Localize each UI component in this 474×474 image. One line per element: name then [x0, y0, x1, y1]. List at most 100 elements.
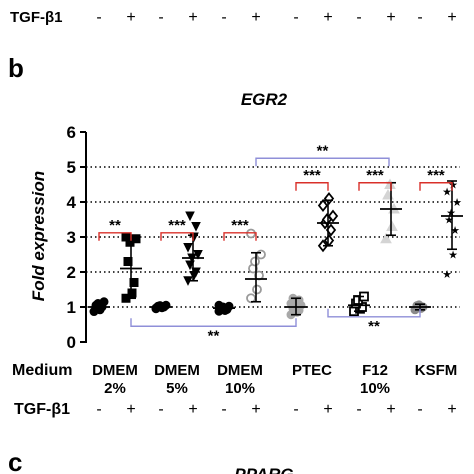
data-point [323, 192, 335, 205]
treatment-row: TGF-β1 - + - + - + - + - + - + [14, 401, 457, 418]
medium-label: DMEM [154, 362, 200, 379]
data-point [99, 297, 109, 307]
data-point [185, 211, 195, 222]
y-tick-label: 5 [67, 158, 76, 177]
data-point [123, 257, 133, 266]
treatment-sign: - [221, 9, 226, 26]
data-point [121, 232, 131, 242]
treatment-sign: + [447, 9, 456, 26]
treatment-sign: + [251, 401, 260, 418]
data-point: ★ [446, 208, 456, 220]
significance-bracket [130, 318, 297, 327]
significance-bracket [160, 232, 194, 241]
medium-label: 10% [225, 380, 255, 397]
significance-label: ** [317, 142, 329, 159]
chart-title: EGR2 [241, 90, 288, 109]
y-tick-label: 3 [67, 228, 76, 247]
treatment-sign: - [417, 9, 422, 26]
significance-label: *** [366, 167, 384, 184]
y-tick-label: 1 [67, 298, 76, 317]
significance-label: ** [208, 327, 220, 344]
data-point [256, 249, 266, 260]
data-point: ★ [450, 225, 460, 237]
panel-label-b: b [8, 53, 24, 83]
data-point [193, 250, 203, 260]
treatment-row-label: TGF-β1 [14, 401, 70, 418]
data-point [317, 199, 329, 212]
treatment-sign: - [417, 401, 422, 418]
data-point [384, 178, 396, 189]
medium-label: KSFM [415, 362, 458, 379]
significance-bracket [295, 182, 329, 191]
data-point [224, 301, 234, 311]
medium-label: F12 [362, 362, 388, 379]
data-point: ★ [452, 197, 462, 209]
data-point: ★ [444, 215, 454, 227]
data-point [191, 267, 201, 278]
treatment-sign: - [356, 401, 361, 418]
next-panel-title: PPARG [234, 465, 293, 474]
data-point [252, 284, 262, 295]
treatment-sign: + [126, 9, 135, 26]
medium-label: 2% [104, 380, 126, 397]
treatment-sign: + [251, 9, 260, 26]
y-axis-label: Fold expression [29, 171, 48, 301]
medium-label: 10% [360, 380, 390, 397]
medium-label: PTEC [292, 362, 332, 379]
data-point [191, 222, 201, 232]
treatment-sign: + [188, 9, 197, 26]
significance-label: *** [303, 167, 321, 184]
data-point [127, 288, 137, 298]
data-point [189, 232, 199, 243]
medium-label: 5% [166, 380, 188, 397]
x-axis-title: Medium [12, 362, 72, 379]
data-point [129, 278, 139, 287]
top-row-label: TGF-β1 [10, 9, 63, 26]
significance-label: *** [168, 217, 186, 234]
treatment-sign: - [356, 9, 361, 26]
data-point [250, 256, 260, 267]
data-point [183, 243, 193, 253]
significance-label: ** [109, 217, 121, 234]
treatment-sign: + [447, 401, 456, 418]
data-point: ★ [448, 180, 458, 192]
panel-label-c: c [8, 447, 22, 474]
data-point [327, 209, 339, 223]
significance-bracket [255, 157, 390, 167]
significance-bracket [98, 232, 132, 241]
previous-panel-treatment-row: TGF-β1 - + - + - + - + - + - + [10, 9, 457, 26]
treatment-sign: - [221, 401, 226, 418]
data-point [380, 232, 392, 244]
treatment-sign: - [158, 401, 163, 418]
significance-bracket [327, 308, 421, 318]
y-tick-label: 4 [67, 193, 77, 212]
treatment-sign: - [293, 9, 298, 26]
treatment-sign: - [96, 401, 101, 418]
y-tick-label: 0 [67, 333, 76, 352]
treatment-sign: - [158, 9, 163, 26]
treatment-sign: + [386, 9, 395, 26]
treatment-sign: + [188, 401, 197, 418]
data-point: ★ [442, 187, 452, 199]
data-point [386, 220, 398, 231]
data-point: ★ [442, 269, 452, 281]
y-tick-label: 2 [67, 263, 76, 282]
significance-label: ** [368, 318, 380, 335]
treatment-sign: + [126, 401, 135, 418]
treatment-sign: + [386, 401, 395, 418]
significance-label: *** [231, 217, 249, 234]
significance-bracket [419, 182, 453, 191]
medium-label: DMEM [92, 362, 138, 379]
treatment-sign: - [293, 401, 298, 418]
treatment-sign: + [323, 401, 332, 418]
y-tick-label: 6 [67, 123, 76, 142]
medium-label: DMEM [217, 362, 263, 379]
significance-label: *** [427, 167, 445, 184]
significance-bracket [358, 182, 392, 191]
data-point: ★ [448, 250, 458, 262]
treatment-sign: - [96, 9, 101, 26]
significance-bracket [223, 232, 257, 241]
